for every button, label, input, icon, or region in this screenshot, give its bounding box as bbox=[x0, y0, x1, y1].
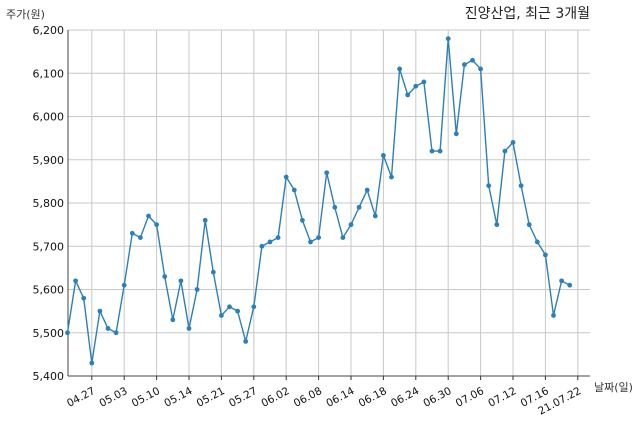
data-point bbox=[251, 304, 257, 310]
y-tick-label: 5,800 bbox=[33, 197, 65, 210]
x-tick-label: 07.12 bbox=[486, 385, 518, 410]
y-tick-label: 5,500 bbox=[33, 327, 65, 340]
data-point bbox=[518, 183, 524, 189]
x-tick-label: 05.14 bbox=[162, 385, 194, 410]
data-point bbox=[202, 217, 208, 223]
x-tick-label: 06.02 bbox=[259, 385, 291, 410]
y-tick-label: 6,200 bbox=[33, 24, 65, 37]
data-point bbox=[146, 213, 151, 219]
y-tick-label: 5,600 bbox=[33, 284, 65, 297]
y-tick-label: 5,400 bbox=[33, 370, 65, 383]
y-axis-label: 주가(원) bbox=[6, 8, 45, 21]
x-axis-label: 날짜(일) bbox=[594, 380, 633, 394]
y-tick-label: 6,100 bbox=[33, 67, 65, 80]
data-point bbox=[543, 252, 548, 258]
data-point bbox=[97, 308, 103, 314]
data-point bbox=[81, 295, 87, 301]
data-point bbox=[364, 187, 370, 193]
data-point bbox=[316, 235, 321, 241]
data-point bbox=[470, 57, 475, 63]
data-point bbox=[235, 308, 241, 314]
x-tick-label: 05.03 bbox=[97, 385, 129, 410]
x-tick-label: 06.24 bbox=[389, 385, 421, 410]
x-tick-label: 06.08 bbox=[292, 385, 324, 410]
data-point bbox=[389, 174, 394, 180]
y-tick-label: 5,700 bbox=[33, 240, 65, 253]
data-point bbox=[73, 278, 78, 284]
x-tick-label: 05.21 bbox=[195, 385, 227, 410]
x-tick-label: 06.14 bbox=[324, 385, 356, 410]
data-point bbox=[397, 66, 402, 72]
data-point bbox=[567, 282, 573, 288]
data-point bbox=[421, 79, 427, 85]
data-point bbox=[291, 187, 297, 193]
data-point bbox=[194, 287, 200, 292]
data-point bbox=[510, 140, 516, 145]
data-point bbox=[502, 148, 508, 154]
x-tick-label: 07.06 bbox=[454, 385, 486, 410]
data-point bbox=[486, 183, 492, 189]
data-point bbox=[462, 62, 467, 67]
axes: 5,400 5,500 5,600 5,700 5,800 5,900 6,000 6,100… bbox=[33, 24, 590, 418]
data-point bbox=[243, 339, 249, 344]
x-tick-label: 06.30 bbox=[421, 385, 453, 410]
data-point bbox=[559, 278, 564, 284]
data-point bbox=[162, 274, 168, 279]
data-point bbox=[210, 269, 216, 275]
data-point bbox=[259, 243, 265, 249]
data-point bbox=[227, 304, 232, 310]
data-point bbox=[89, 360, 95, 366]
data-point bbox=[219, 313, 224, 318]
data-point bbox=[437, 148, 443, 154]
data-point bbox=[324, 170, 330, 176]
data-point bbox=[413, 83, 419, 89]
data-point bbox=[405, 92, 411, 98]
data-point bbox=[478, 66, 483, 72]
data-point bbox=[178, 278, 184, 284]
grid bbox=[68, 29, 590, 377]
data-point bbox=[551, 313, 556, 318]
data-point bbox=[300, 217, 305, 223]
x-tick-label: 05.10 bbox=[130, 385, 162, 410]
data-point bbox=[348, 222, 354, 228]
data-point bbox=[356, 204, 362, 210]
data-point bbox=[267, 239, 273, 245]
data-point bbox=[65, 330, 70, 336]
x-tick-label: 06.18 bbox=[357, 385, 389, 410]
data-point bbox=[445, 36, 451, 42]
series-layer bbox=[65, 36, 573, 366]
data-point bbox=[170, 317, 176, 323]
data-point bbox=[453, 131, 459, 137]
data-point bbox=[105, 326, 111, 331]
data-point bbox=[186, 326, 192, 331]
data-point bbox=[332, 204, 338, 210]
data-point bbox=[372, 213, 378, 219]
data-point bbox=[308, 239, 313, 245]
data-point bbox=[275, 235, 281, 241]
chart-title: 진양산업, 최근 3개월 bbox=[465, 6, 590, 22]
x-tick-label: 04.27 bbox=[65, 385, 97, 410]
data-point bbox=[381, 153, 386, 158]
data-point bbox=[429, 148, 435, 154]
data-point bbox=[154, 222, 160, 228]
data-point bbox=[121, 282, 127, 288]
data-point bbox=[138, 235, 143, 241]
y-tick-label: 6,000 bbox=[33, 111, 65, 124]
y-tick-label: 5,900 bbox=[33, 154, 65, 167]
data-point bbox=[283, 174, 289, 180]
data-point bbox=[340, 235, 346, 241]
data-point bbox=[534, 239, 540, 245]
data-point bbox=[494, 222, 500, 228]
data-point bbox=[526, 222, 532, 228]
x-tick-label: 05.27 bbox=[227, 385, 259, 410]
data-point bbox=[113, 330, 119, 336]
data-point bbox=[129, 230, 135, 236]
